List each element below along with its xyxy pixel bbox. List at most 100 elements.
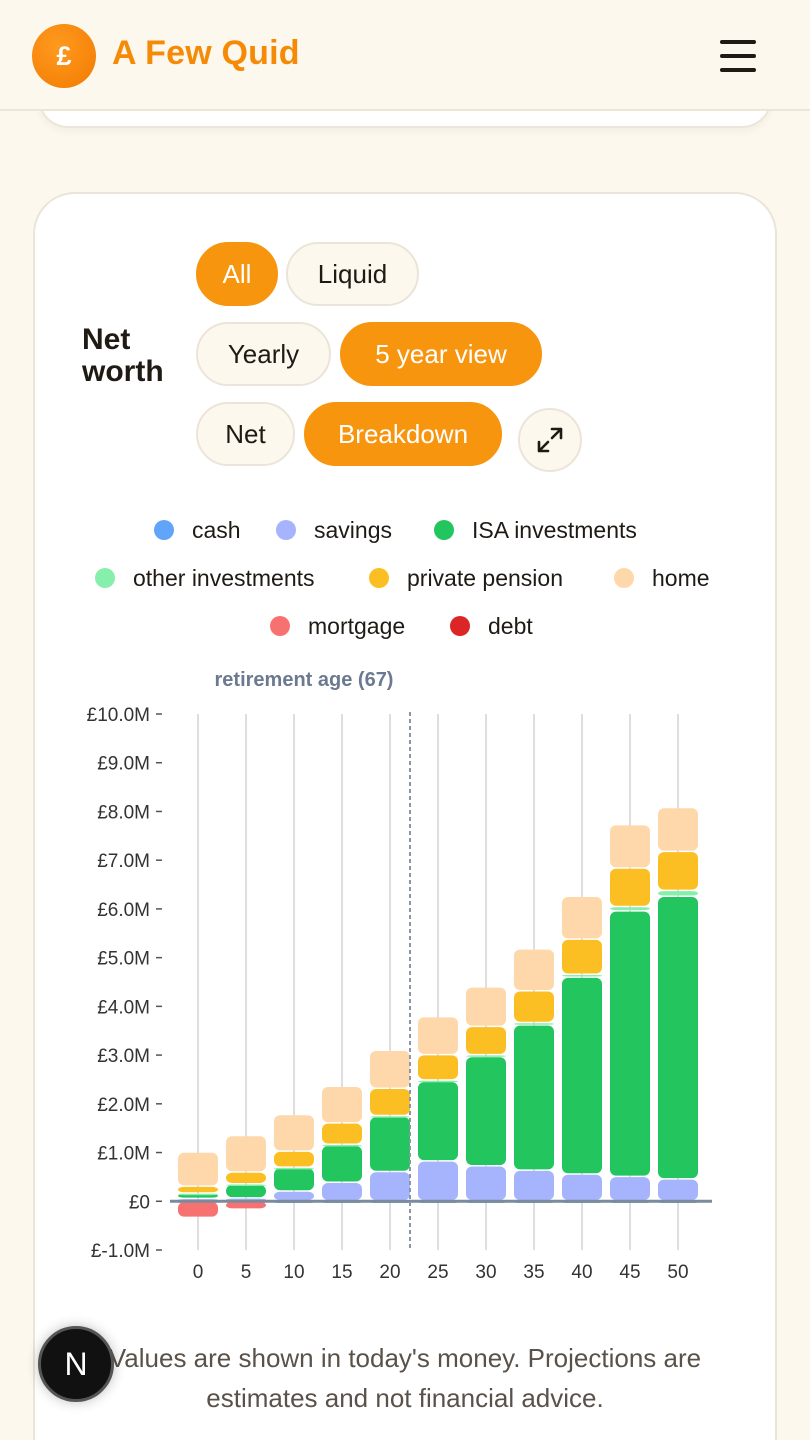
y-tick-label: £8.0M [97, 802, 150, 823]
app-title[interactable]: A Few Quid [112, 34, 300, 72]
bar-segment-isa-investments [370, 1117, 410, 1171]
bar-segment-mortgage [226, 1202, 266, 1209]
legend-label: savings [314, 516, 392, 543]
expand-arrows-icon[interactable] [518, 408, 582, 472]
bar-segment-other-investments [370, 1116, 410, 1118]
filter-liquid-button[interactable]: Liquid [286, 242, 419, 306]
net-worth-chart: £10.0M £9.0M £8.0M £7.0M £6.0M £5.0M £4.0M £3.0… [87, 669, 712, 1283]
bar-segment-other-investments [418, 1080, 458, 1083]
y-tick-label: £1.0M [97, 1144, 150, 1165]
legend-label: mortgage [308, 612, 406, 639]
bar-segment-isa-investments [226, 1184, 266, 1198]
bar-segment-savings [226, 1198, 266, 1201]
retirement-annotation-label: retirement age (67) [215, 669, 394, 691]
legend-dot [95, 568, 115, 588]
bar-segment-isa-investments [274, 1168, 314, 1191]
bar-segment-home [610, 825, 650, 868]
card-title-line1: Net [82, 323, 131, 356]
bar-segment-savings [610, 1177, 650, 1201]
bar-segment-isa-investments [418, 1082, 458, 1161]
bar-segment-savings [370, 1172, 410, 1201]
legend-label: debt [488, 612, 533, 639]
bar-segment-private-pension [418, 1055, 458, 1080]
filter-net-button[interactable]: Net [196, 402, 295, 466]
legend-label: private pension [407, 564, 563, 591]
bar-segment-private-pension [514, 991, 554, 1022]
bar-segment-home [562, 896, 602, 939]
x-tick-label: 20 [379, 1262, 400, 1283]
legend-item-home[interactable]: home [614, 563, 710, 593]
bar-segment-other-investments [274, 1167, 314, 1170]
legend-item-private-pension[interactable]: private pension [369, 563, 563, 593]
legend-item-other-investments[interactable]: other investments [95, 563, 315, 593]
bar-segment-private-pension [562, 939, 602, 974]
legend-dot [276, 520, 296, 540]
y-tick-label: £10.0M [87, 705, 150, 726]
legend-item-savings[interactable]: savings [276, 515, 392, 545]
bar-segment-home [274, 1115, 314, 1151]
y-tick-label: £7.0M [97, 851, 150, 872]
bar-segment-other-investments [562, 974, 602, 977]
legend-item-debt[interactable]: debt [450, 611, 533, 641]
bar-segment-other-investments [610, 907, 650, 911]
x-tick-label: 35 [523, 1262, 544, 1283]
bar-segment-isa-investments [562, 977, 602, 1174]
legend-item-mortgage[interactable]: mortgage [270, 611, 405, 641]
bar-segment-other-investments [322, 1145, 362, 1147]
bar-segment-other-investments [466, 1055, 506, 1057]
filter-yearly-button[interactable]: Yearly [196, 322, 331, 386]
legend-label: cash [192, 516, 241, 543]
legend-item-isa-investments[interactable]: ISA investments [434, 515, 637, 545]
bar-segment-private-pension [274, 1151, 314, 1167]
x-tick-label: 0 [193, 1262, 204, 1283]
bar-segment-private-pension [178, 1186, 218, 1193]
legend-dot [450, 616, 470, 636]
x-tick-label: 5 [241, 1262, 252, 1283]
x-tick-label: 15 [331, 1262, 352, 1283]
y-tick-label: £9.0M [97, 754, 150, 775]
y-tick-label: £-1.0M [91, 1241, 150, 1262]
x-tick-label: 40 [571, 1262, 592, 1283]
x-tick-label: 10 [283, 1262, 304, 1283]
bar-segment-home [514, 949, 554, 991]
bar-segment-home [466, 987, 506, 1026]
bar-segment-other-investments [178, 1193, 218, 1196]
filter-breakdown-button[interactable]: Breakdown [304, 402, 502, 466]
legend-label: home [652, 564, 710, 591]
bar-segment-private-pension [370, 1088, 410, 1115]
bar-segment-savings [562, 1174, 602, 1201]
x-tick-label: 50 [667, 1262, 688, 1283]
bar-segment-private-pension [466, 1027, 506, 1054]
bar-segment-private-pension [610, 868, 650, 906]
bar-segment-private-pension [226, 1172, 266, 1183]
bar-segment-private-pension [658, 852, 698, 890]
legend-dot [434, 520, 454, 540]
bar-segment-other-investments [514, 1023, 554, 1025]
card-title-line2: worth [82, 355, 164, 388]
legend-dot [369, 568, 389, 588]
legend-label: other investments [133, 564, 315, 591]
y-tick-label: £0 [129, 1192, 150, 1213]
bar-segment-savings [466, 1166, 506, 1201]
bar-segment-savings [274, 1191, 314, 1201]
hamburger-menu-icon[interactable] [718, 38, 758, 74]
bar-segment-home [370, 1050, 410, 1088]
legend-dot [154, 520, 174, 540]
dev-badge-icon[interactable]: N [38, 1326, 114, 1402]
x-tick-label: 30 [475, 1262, 496, 1283]
filter-all-button[interactable]: All [196, 242, 278, 306]
bar-segment-home [178, 1152, 218, 1186]
net-worth-card [33, 192, 777, 1440]
bar-segment-home [226, 1136, 266, 1172]
y-tick-label: £2.0M [97, 1095, 150, 1116]
card-title: Net worth [82, 324, 164, 388]
y-tick-label: £5.0M [97, 949, 150, 970]
legend-item-cash[interactable]: cash [154, 515, 241, 545]
filter-5-year-view-button[interactable]: 5 year view [340, 322, 542, 386]
logo-icon[interactable]: £ [32, 24, 96, 88]
bar-segment-home [658, 808, 698, 851]
bar-segment-mortgage [178, 1202, 218, 1217]
bar-segment-private-pension [322, 1123, 362, 1144]
bar-segment-savings [514, 1170, 554, 1201]
bar-segment-savings [418, 1161, 458, 1201]
